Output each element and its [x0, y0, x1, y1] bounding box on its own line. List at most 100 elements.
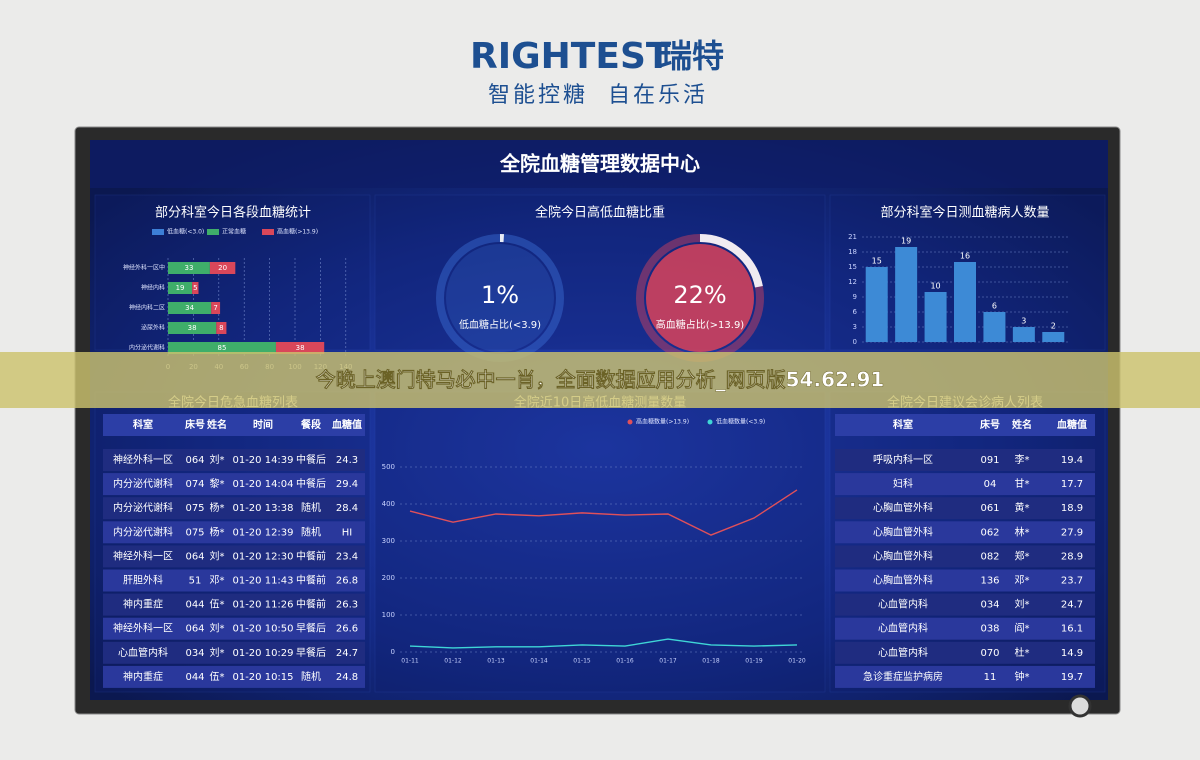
table-cell: 19.4: [1061, 455, 1083, 466]
line: [409, 638, 798, 649]
bar: [1012, 327, 1035, 342]
table-header: [835, 414, 1095, 436]
bar: [865, 267, 888, 342]
table-cell: 心血管内科: [118, 646, 168, 659]
slogan: 智能控糖 自在乐活: [488, 83, 708, 108]
table-cell: 24.8: [336, 672, 358, 683]
table-cell: 044: [185, 600, 204, 611]
data-label: 38: [296, 344, 305, 352]
data-label: 10: [930, 282, 940, 291]
y-tick-label: 100: [382, 611, 395, 619]
gauge-arc: [699, 234, 763, 288]
table-cell: 27.9: [1061, 527, 1083, 538]
y-tick-label: 0: [853, 338, 857, 346]
table-cell: 李*: [1015, 453, 1030, 466]
table-cell: 神经外科一区: [113, 549, 173, 562]
table-cell: 中餐后: [296, 453, 326, 466]
table-cell: 中餐前: [296, 549, 326, 562]
dashboard-title: 全院血糖管理数据中心: [499, 152, 700, 176]
table-row: [835, 641, 1095, 664]
table-cell: 心血管内科: [878, 622, 928, 635]
table-cell: 26.6: [336, 624, 358, 635]
table-row: [103, 593, 365, 616]
column-header: 血糖值: [1057, 418, 1087, 431]
y-tick-label: 9: [853, 293, 857, 301]
table-cell: 091: [980, 455, 999, 466]
table-cell: 妇科: [893, 477, 913, 490]
data-label: 3: [1021, 317, 1026, 326]
table-cell: 17.7: [1061, 479, 1083, 490]
table-cell: 甘*: [1015, 477, 1030, 490]
x-tick-label: 01-11: [401, 658, 419, 665]
y-tick-label: 神经内科: [141, 284, 165, 292]
table-cell: 070: [980, 648, 999, 659]
table-cell: 黎*: [210, 477, 225, 490]
bar-segment: [168, 262, 210, 274]
table-cell: 062: [980, 527, 999, 538]
table-cell: 064: [185, 624, 204, 635]
table-cell: 心血管内科: [878, 646, 928, 659]
legend-swatch: [152, 229, 164, 235]
column-header: 时间: [253, 418, 273, 431]
table-cell: 林*: [1015, 525, 1030, 538]
bar-segment: [211, 302, 221, 314]
y-tick-label: 21: [848, 233, 857, 241]
bar-segment: [168, 342, 276, 354]
bar-segment: [275, 342, 325, 354]
column-header: 血糖值: [332, 418, 362, 431]
table-cell: 内分泌代谢科: [113, 477, 173, 490]
table-cell: 24.7: [336, 648, 358, 659]
table-row: [835, 593, 1095, 616]
table-row: [835, 497, 1095, 520]
table-cell: 呼吸内科一区: [873, 453, 933, 466]
table-cell: 杜*: [1015, 646, 1030, 659]
table-cell: 杨*: [210, 525, 225, 538]
table-row: [103, 569, 365, 592]
table-cell: 中餐前: [296, 598, 326, 611]
y-tick-label: 0: [391, 648, 395, 656]
data-label: 33: [184, 264, 193, 272]
table-cell: 064: [185, 455, 204, 466]
panel: [94, 194, 371, 351]
column-header: 床号: [185, 418, 205, 431]
table-cell: 01-20 11:43: [232, 576, 293, 587]
table-row: [835, 617, 1095, 640]
chart-title: 部分科室今日各段血糖统计: [155, 205, 311, 221]
y-tick-label: 300: [382, 537, 395, 545]
table-cell: 中餐后: [296, 477, 326, 490]
x-tick-label: 01-12: [444, 658, 462, 665]
table-cell: 内分泌代谢科: [113, 501, 173, 514]
table-cell: 早餐后: [296, 622, 326, 635]
table-cell: 26.8: [336, 576, 358, 587]
legend-label: 低血糖数量(<3.9): [716, 418, 765, 426]
data-label: 6: [992, 302, 997, 311]
table-row: [835, 449, 1095, 471]
table-row: [835, 521, 1095, 544]
data-label: 85: [218, 344, 227, 352]
table-cell: 随机: [301, 525, 321, 538]
y-tick-label: 15: [848, 263, 857, 271]
column-header: 姓名: [206, 418, 227, 431]
table-cell: 28.9: [1061, 551, 1083, 562]
y-tick-label: 500: [382, 463, 395, 471]
x-tick-label: 01-16: [616, 658, 634, 665]
table-cell: 01-20 10:15: [232, 672, 293, 683]
table-row: [103, 665, 365, 688]
table-cell: 082: [980, 551, 999, 562]
data-label: 8: [219, 324, 223, 332]
y-tick-label: 12: [848, 278, 857, 286]
bar: [1042, 332, 1065, 342]
table-cell: 神内重症: [123, 670, 163, 683]
table-cell: 24.3: [336, 455, 358, 466]
table-cell: 061: [980, 503, 999, 514]
table-cell: 01-20 13:38: [232, 503, 293, 514]
table-cell: 伍*: [210, 599, 225, 611]
table-row: [103, 545, 365, 568]
table-cell: 心胸血管外科: [873, 574, 933, 587]
table-cell: HI: [342, 527, 352, 538]
y-tick-label: 泌尿外科: [141, 324, 165, 332]
table-cell: 01-20 11:26: [232, 600, 293, 611]
table-row: [835, 665, 1095, 688]
column-header: 科室: [893, 418, 913, 431]
